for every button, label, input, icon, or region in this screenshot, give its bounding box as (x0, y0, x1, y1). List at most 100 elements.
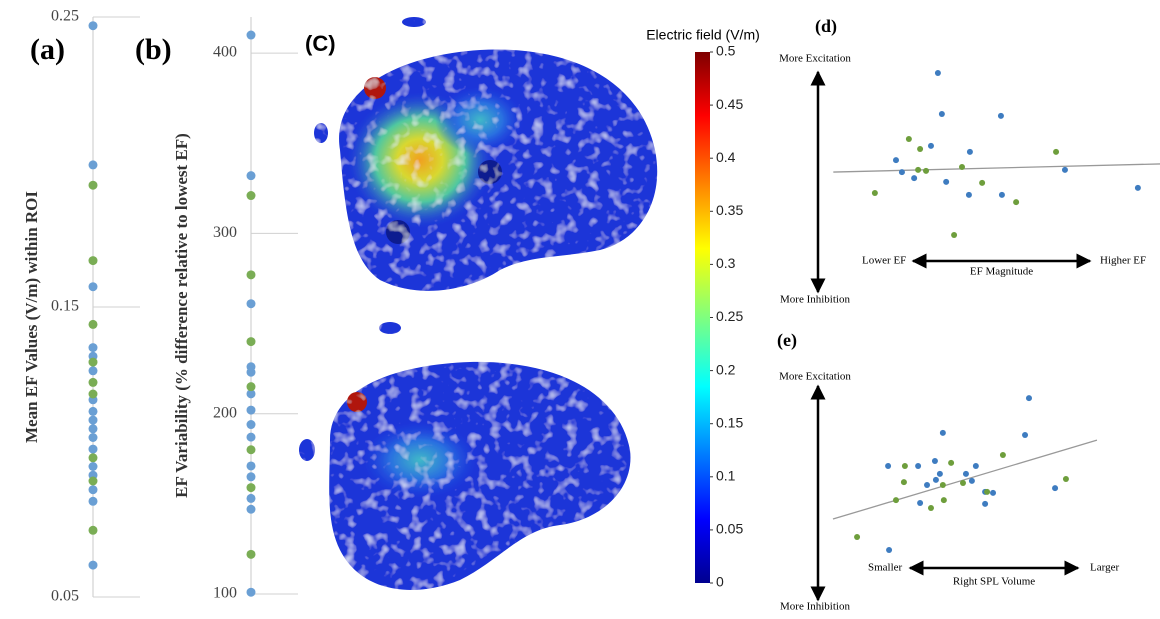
point (88, 343, 98, 353)
colorbar-tick-label: 0.4 (716, 149, 736, 165)
point (246, 299, 256, 309)
point (246, 382, 256, 392)
y-tick-label: 200 (213, 404, 237, 421)
panel-label: (d) (815, 16, 837, 37)
colorbar-tick-label: 0.3 (716, 255, 736, 271)
point (88, 366, 98, 376)
point (943, 178, 950, 185)
point (924, 481, 931, 488)
colorbar-tick-label: 0.35 (716, 202, 743, 218)
point (1061, 166, 1068, 173)
point (246, 472, 256, 482)
point (934, 69, 941, 76)
colorbar (695, 52, 710, 583)
point (246, 337, 256, 347)
point (959, 164, 965, 171)
y-tick-label: 0.15 (51, 298, 79, 315)
point (246, 270, 256, 280)
point (88, 525, 98, 535)
colorbar-tick-label: 0.45 (716, 96, 743, 112)
panel-label: (C) (305, 31, 336, 56)
point (88, 319, 98, 329)
point (246, 171, 256, 181)
brain-blob (347, 392, 367, 412)
y-tick-label: 300 (213, 224, 237, 241)
colorbar-tick-label: 0.15 (716, 414, 743, 430)
point (88, 256, 98, 266)
point (88, 444, 98, 454)
point (901, 463, 908, 469)
annotation: Larger (1090, 562, 1119, 574)
point (927, 505, 934, 511)
point (88, 282, 98, 292)
brain-hotspot (435, 85, 525, 155)
point (905, 135, 912, 142)
point (900, 479, 907, 486)
point (972, 463, 979, 469)
trend-line (833, 163, 1160, 173)
point (246, 420, 256, 430)
point (246, 493, 256, 503)
point (927, 142, 934, 149)
colorbar-tick-label: 0.05 (716, 521, 743, 537)
point (88, 180, 98, 190)
point (917, 146, 924, 153)
annotation: Right SPL Volume (953, 576, 1035, 588)
point (917, 499, 924, 506)
point (915, 463, 922, 469)
brain-blob (386, 220, 410, 244)
y-tick-label: 400 (213, 44, 237, 61)
point (911, 175, 918, 182)
point (88, 560, 98, 570)
point (990, 489, 997, 496)
point (965, 191, 972, 198)
point (1022, 432, 1029, 439)
point (88, 462, 98, 471)
point (982, 500, 989, 507)
annotation: Lower EF (862, 255, 906, 267)
point (939, 481, 946, 488)
brain-hotspot (360, 420, 480, 500)
colorbar-tick-label: 0 (716, 574, 724, 590)
point (932, 476, 939, 483)
point (966, 148, 973, 155)
point (1013, 199, 1020, 206)
point (88, 433, 98, 442)
point (936, 470, 943, 477)
trend-line (832, 439, 1098, 520)
point (885, 463, 892, 469)
point (962, 470, 969, 477)
brain-blob (299, 439, 315, 461)
point (940, 497, 947, 504)
colorbar-tick-label: 0.25 (716, 308, 743, 324)
point (959, 480, 966, 487)
annotation: More Excitation (779, 371, 851, 383)
point (938, 111, 945, 117)
point (246, 30, 256, 40)
point (1053, 148, 1060, 155)
panel-label: (a) (30, 33, 65, 66)
point (88, 160, 98, 170)
point (1134, 184, 1141, 191)
point (893, 157, 899, 164)
y-tick-label: 0.05 (51, 588, 79, 605)
brain-bottom (329, 361, 631, 590)
annotation: More Inhibition (780, 601, 850, 613)
point (88, 377, 98, 387)
point (88, 389, 98, 399)
point (915, 166, 922, 173)
point (923, 167, 930, 174)
annotation: More Excitation (779, 53, 851, 65)
brain-blob (314, 123, 328, 143)
point (88, 424, 98, 434)
point (88, 485, 98, 495)
point (979, 179, 986, 186)
point (854, 534, 861, 541)
point (939, 429, 946, 436)
point (246, 483, 256, 493)
point (1025, 395, 1032, 402)
point (246, 191, 256, 201)
point (984, 488, 991, 495)
point (997, 112, 1004, 119)
